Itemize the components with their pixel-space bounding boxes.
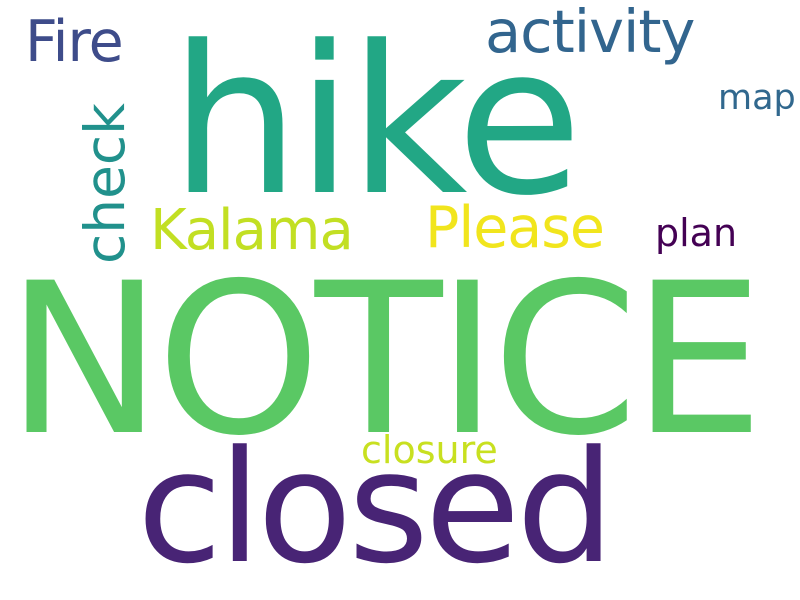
word-check: check xyxy=(73,102,137,264)
word-kalama: Kalama xyxy=(150,198,354,263)
word-plan: plan xyxy=(655,211,738,255)
word-map: map xyxy=(718,78,796,118)
word-closure: closure xyxy=(361,428,498,472)
word-fire: Fire xyxy=(25,9,124,75)
word-notice: NOTICE xyxy=(6,239,764,482)
word-please: Please xyxy=(425,195,605,261)
word-hike: hike xyxy=(170,3,582,241)
word-activity: activity xyxy=(485,0,695,66)
word-closed: closed xyxy=(137,417,615,598)
